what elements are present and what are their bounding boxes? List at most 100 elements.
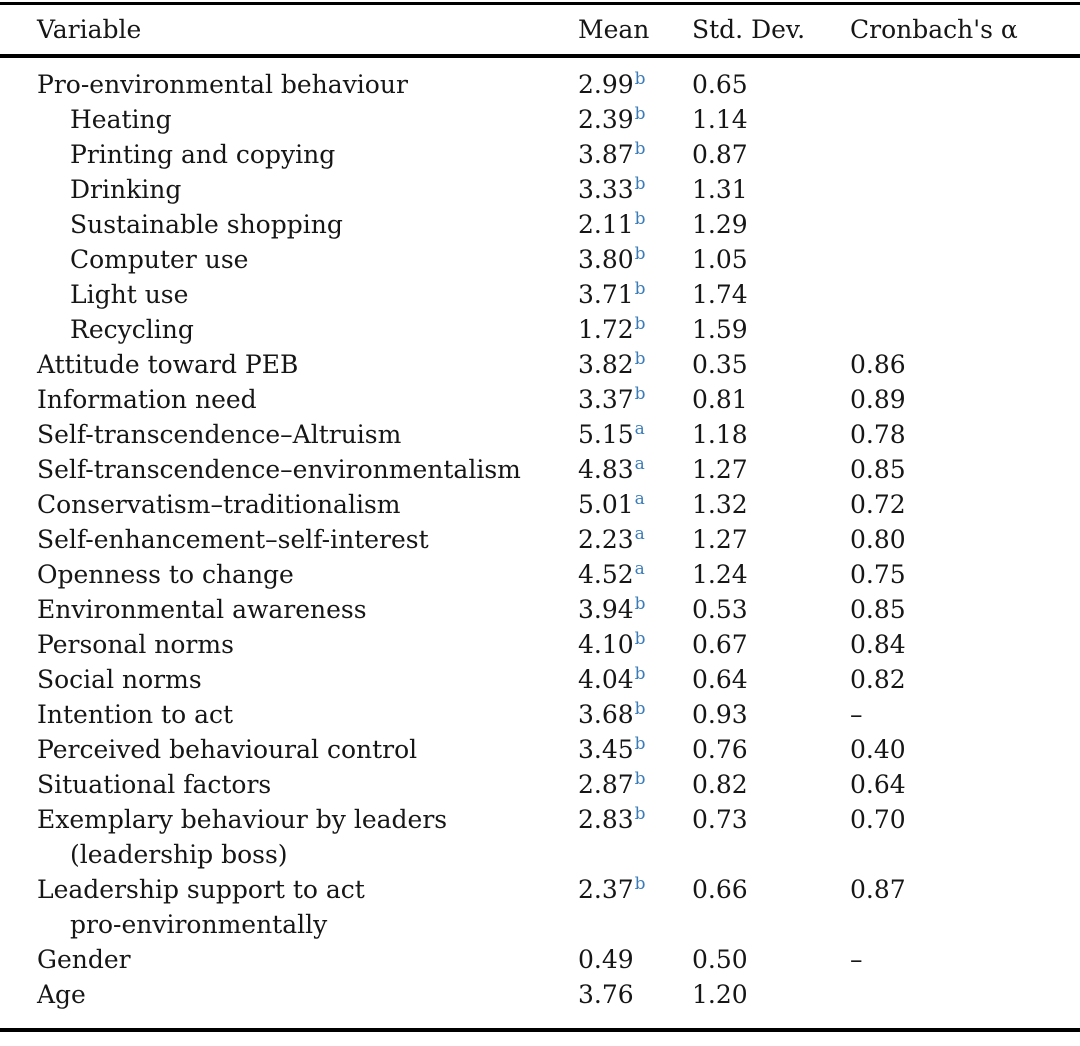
mean-cell: 3.37b [578, 382, 692, 417]
table-row: Pro-environmental behaviour 2.99b 0.65 [0, 67, 1080, 102]
mean-cell: 3.87b [578, 137, 692, 172]
variable-label-line2: (leadership boss) [70, 840, 288, 869]
mean-value: 3.87 [578, 140, 634, 169]
table-row: Leadership support to act pro-environmen… [0, 872, 1080, 942]
variable-cell: Perceived behavioural control [0, 732, 578, 767]
mean-cell: 4.04b [578, 662, 692, 697]
footnote-marker: b [634, 279, 646, 299]
mean-value: 3.94 [578, 595, 634, 624]
variable-cell: Self-transcendence–Altruism [0, 417, 578, 452]
mean-cell: 3.33b [578, 172, 692, 207]
variable-label: Self-transcendence–Altruism [37, 420, 402, 449]
mean-value: 2.11 [578, 210, 634, 239]
mean-value: 4.83 [578, 455, 634, 484]
column-header-cronbach-alpha: Cronbach's α [850, 15, 1018, 44]
mean-cell: 3.82b [578, 347, 692, 382]
variable-label: Environmental awareness [37, 595, 367, 624]
std-dev-cell: 1.27 [692, 455, 748, 484]
cronbach-alpha-cell: 0.85 [850, 455, 906, 484]
std-dev-cell: 0.73 [692, 805, 748, 834]
variable-label: Intention to act [37, 700, 234, 729]
table-row: Computer use 3.80b 1.05 [0, 242, 1080, 277]
cronbach-alpha-cell: 0.72 [850, 490, 906, 519]
table-row: Light use 3.71b 1.74 [0, 277, 1080, 312]
std-dev-cell: 0.66 [692, 875, 748, 904]
variable-cell: Sustainable shopping [0, 207, 578, 242]
mean-value: 2.39 [578, 105, 634, 134]
mean-value: 4.04 [578, 665, 634, 694]
mean-cell: 2.39b [578, 102, 692, 137]
mean-value: 2.83 [578, 805, 634, 834]
mean-cell: 5.01a [578, 487, 692, 522]
footnote-marker: b [634, 664, 646, 684]
std-dev-cell: 0.82 [692, 770, 748, 799]
table-row: Drinking 3.33b 1.31 [0, 172, 1080, 207]
variable-label: Perceived behavioural control [37, 735, 418, 764]
footnote-marker: b [634, 69, 646, 89]
variable-label: Drinking [70, 175, 182, 204]
table-row: Recycling 1.72b 1.59 [0, 312, 1080, 347]
footnote-marker: a [634, 559, 645, 579]
mean-cell: 3.45b [578, 732, 692, 767]
table-row: Gender 0.49 0.50 – [0, 942, 1080, 977]
table-row: Information need 3.37b 0.81 0.89 [0, 382, 1080, 417]
variable-cell: Leadership support to act pro-environmen… [0, 872, 578, 942]
mean-value: 4.52 [578, 560, 634, 589]
variable-label: Gender [37, 945, 131, 974]
footnote-marker: a [634, 524, 645, 544]
std-dev-cell: 1.31 [692, 175, 748, 204]
std-dev-cell: 0.53 [692, 595, 748, 624]
variable-cell: Conservatism–traditionalism [0, 487, 578, 522]
footnote-marker: b [634, 209, 646, 229]
table-row: Age 3.76 1.20 [0, 977, 1080, 1012]
mean-value: 2.23 [578, 525, 634, 554]
table-row: Openness to change 4.52a 1.24 0.75 [0, 557, 1080, 592]
variable-cell: Environmental awareness [0, 592, 578, 627]
table-bottom-rule [0, 1028, 1080, 1032]
mean-value: 3.80 [578, 245, 634, 274]
variable-cell: Openness to change [0, 557, 578, 592]
mean-cell: 3.71b [578, 277, 692, 312]
variable-cell: Personal norms [0, 627, 578, 662]
footnote-marker: b [634, 314, 646, 334]
mean-cell: 2.83b [578, 802, 692, 837]
footnote-marker: b [634, 244, 646, 264]
variable-cell: Pro-environmental behaviour [0, 67, 578, 102]
mean-cell: 4.83a [578, 452, 692, 487]
mean-value: 2.87 [578, 770, 634, 799]
footnote-marker: b [634, 769, 646, 789]
std-dev-cell: 0.67 [692, 630, 748, 659]
variable-label: Conservatism–traditionalism [37, 490, 401, 519]
variable-label: Printing and copying [70, 140, 336, 169]
table-row: Self-transcendence–environmentalism 4.83… [0, 452, 1080, 487]
footnote-marker: b [634, 139, 646, 159]
variable-label: Situational factors [37, 770, 272, 799]
mean-value: 3.82 [578, 350, 634, 379]
std-dev-cell: 1.20 [692, 980, 748, 1009]
std-dev-cell: 0.87 [692, 140, 748, 169]
footnote-marker: b [634, 629, 646, 649]
variable-cell: Light use [0, 277, 578, 312]
mean-cell: 3.80b [578, 242, 692, 277]
column-header-variable: Variable [37, 15, 142, 44]
mean-value: 3.76 [578, 980, 634, 1009]
cronbach-alpha-cell: 0.86 [850, 350, 906, 379]
std-dev-cell: 1.18 [692, 420, 748, 449]
std-dev-cell: 0.50 [692, 945, 748, 974]
cronbach-alpha-cell: – [850, 945, 863, 974]
mean-cell: 2.99b [578, 67, 692, 102]
std-dev-cell: 1.32 [692, 490, 748, 519]
variable-cell: Information need [0, 382, 578, 417]
cronbach-alpha-cell: 0.80 [850, 525, 906, 554]
variable-cell: Age [0, 977, 578, 1012]
variable-label: Exemplary behaviour by leaders [37, 805, 448, 834]
variable-label: Light use [70, 280, 189, 309]
mean-cell: 3.76 [578, 977, 692, 1012]
footnote-marker: a [634, 419, 645, 439]
footnote-marker: b [634, 104, 646, 124]
variable-label: Social norms [37, 665, 202, 694]
variable-cell: Self-enhancement–self-interest [0, 522, 578, 557]
table-row: Intention to act 3.68b 0.93 – [0, 697, 1080, 732]
cronbach-alpha-cell: 0.64 [850, 770, 906, 799]
